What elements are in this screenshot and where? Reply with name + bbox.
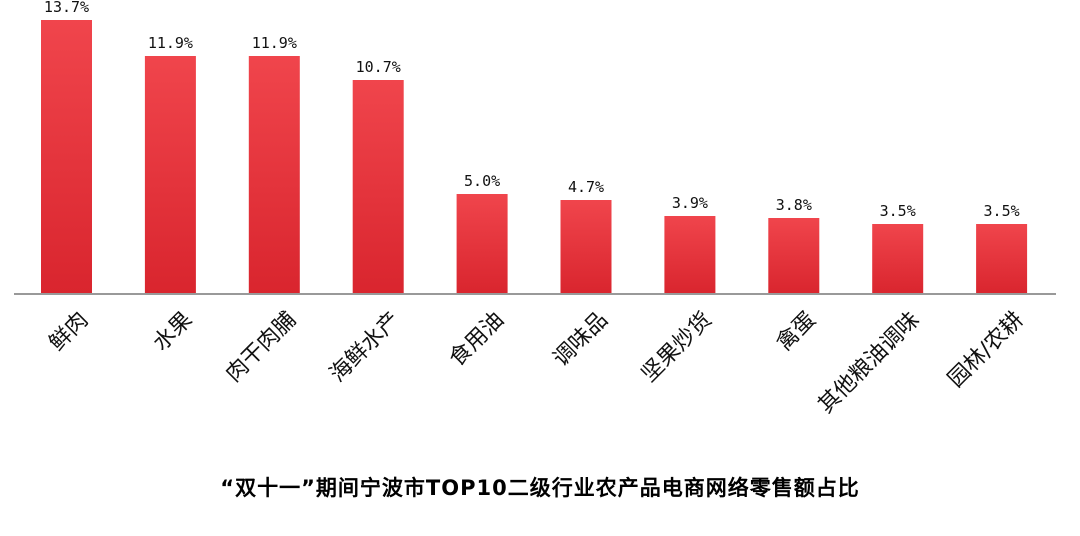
category-label-3: 海鲜水产 <box>325 307 405 387</box>
bar-8 <box>872 224 924 294</box>
bar-4 <box>456 194 508 294</box>
category-label-6: 坚果炒货 <box>637 307 717 387</box>
category-label-8: 其他粮油调味 <box>814 307 925 418</box>
bar-0 <box>41 20 92 294</box>
chart-title: “双十一”期间宁波市TOP10二级行业农产品电商网络零售额占比 <box>220 476 860 500</box>
category-label-2: 肉干肉脯 <box>221 307 301 387</box>
bar-7 <box>768 218 820 294</box>
bar-1 <box>144 56 196 294</box>
category-label-4: 食用油 <box>445 307 509 371</box>
category-label-7: 禽蛋 <box>772 307 821 356</box>
value-label-9: 3.5% <box>984 202 1020 220</box>
value-label-5: 4.7% <box>568 178 604 196</box>
value-label-4: 5.0% <box>464 172 500 190</box>
bar-chart: 13.7% 11.9% 11.9% 10.7% 5.0% 4.7% 3.9% 3.8% 3.5%… <box>14 0 1056 418</box>
value-label-1: 11.9% <box>148 34 193 52</box>
category-label-1: 水果 <box>149 307 198 356</box>
value-label-0: 13.7% <box>44 0 89 16</box>
value-label-7: 3.8% <box>776 196 812 214</box>
value-label-2: 11.9% <box>252 34 297 52</box>
value-label-6: 3.9% <box>672 194 708 212</box>
category-label-9: 园林/农耕 <box>943 307 1028 392</box>
category-label-5: 调味品 <box>549 307 613 371</box>
bar-3 <box>352 80 404 294</box>
bar-9 <box>976 224 1028 294</box>
category-label-0: 鲜肉 <box>45 307 94 356</box>
value-label-8: 3.5% <box>880 202 916 220</box>
bar-6 <box>664 216 716 294</box>
bar-5 <box>560 200 612 294</box>
bar-2 <box>248 56 300 294</box>
value-label-3: 10.7% <box>356 58 401 76</box>
